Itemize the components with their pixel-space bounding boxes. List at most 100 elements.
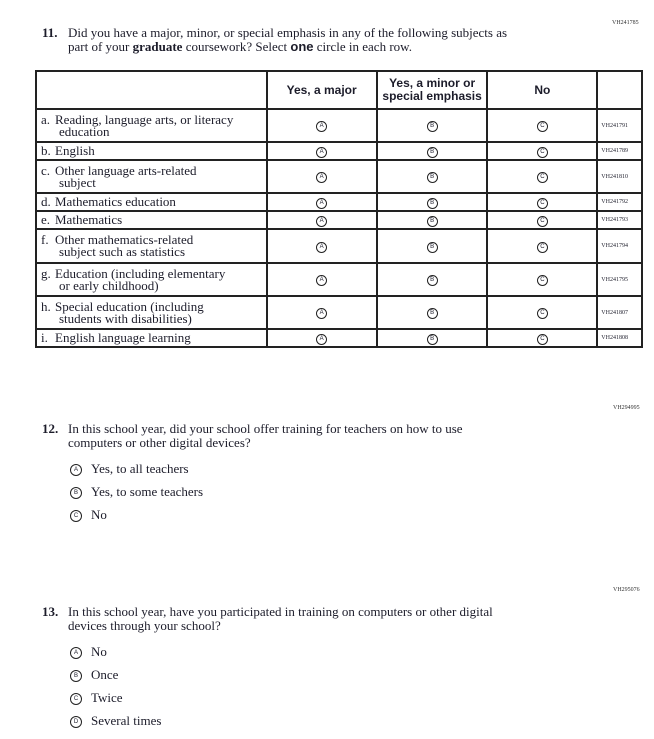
row-id: VH241795 — [596, 262, 643, 297]
row-letter: h. — [41, 298, 51, 314]
radio-bubble-c[interactable]: C — [536, 197, 548, 209]
radio-bubble-c[interactable]: C — [536, 146, 548, 158]
radio-bubble-b[interactable]: B — [426, 197, 438, 209]
radio-bubble-a[interactable]: A — [316, 172, 328, 184]
answer-option[interactable]: C No — [70, 507, 107, 523]
radio-bubble-a[interactable]: A — [316, 215, 328, 227]
row-letter: i. — [41, 330, 48, 345]
answer-cell: C — [486, 228, 599, 264]
row-label: h. Special education (including students w… — [35, 295, 268, 330]
radio-bubble-c[interactable]: C — [536, 172, 548, 184]
radio-bubble[interactable]: C — [70, 510, 82, 523]
answer-cell: C — [486, 262, 599, 297]
answer-cell: B — [375, 295, 489, 330]
question-13: 13. In this school year, have you partici… — [42, 605, 493, 633]
question-text: Did you have a major, minor, or special … — [68, 25, 508, 40]
radio-bubble[interactable]: A — [70, 647, 82, 660]
radio-bubble-b[interactable]: B — [426, 308, 438, 320]
answer-cell: A — [265, 141, 378, 161]
radio-bubble-b[interactable]: B — [426, 172, 438, 184]
row-text: Mathematics — [55, 212, 123, 227]
row-text: education — [59, 123, 110, 139]
row-label: b. English — [35, 141, 268, 161]
answer-cell: C — [486, 159, 599, 194]
radio-bubble-a[interactable]: A — [316, 275, 328, 287]
radio-bubble-b[interactable]: B — [426, 146, 438, 158]
row-letter: g. — [41, 265, 51, 281]
option-label: No — [91, 507, 107, 522]
answer-cell: C — [486, 328, 599, 348]
radio-bubble[interactable]: D — [70, 716, 82, 729]
emphasis-text: one — [290, 39, 314, 54]
radio-bubble-b[interactable]: B — [426, 275, 438, 287]
emphasis-text: graduate — [132, 39, 183, 54]
answer-cell: A — [265, 192, 378, 212]
header-minor: Yes, a minor or special emphasis — [375, 70, 489, 110]
question-11: 11. Did you have a major, minor, or speci… — [42, 26, 507, 54]
answer-cell: A — [265, 295, 378, 330]
row-text: subject — [59, 174, 96, 190]
radio-bubble-a[interactable]: A — [316, 308, 328, 320]
radio-bubble[interactable]: C — [70, 693, 82, 706]
question-id: VH241785 — [612, 20, 639, 26]
radio-bubble[interactable]: B — [70, 670, 82, 683]
row-id: VH241789 — [596, 141, 643, 161]
option-label: Several times — [91, 713, 162, 728]
header-id — [596, 70, 643, 110]
answer-cell: A — [265, 108, 378, 143]
radio-bubble-b[interactable]: B — [426, 241, 438, 253]
radio-bubble-b[interactable]: B — [426, 121, 438, 133]
radio-bubble[interactable]: B — [70, 487, 82, 500]
option-label: Twice — [91, 690, 123, 705]
answer-cell: C — [486, 210, 599, 230]
radio-bubble-c[interactable]: C — [536, 121, 548, 133]
answer-option[interactable]: D Several times — [70, 713, 161, 729]
radio-bubble-c[interactable]: C — [536, 333, 548, 345]
answer-cell: C — [486, 108, 599, 143]
answer-option[interactable]: B Once — [70, 667, 118, 683]
answer-option[interactable]: C Twice — [70, 690, 123, 706]
row-letter: d. — [41, 194, 51, 209]
radio-bubble-c[interactable]: C — [536, 241, 548, 253]
answer-option[interactable]: A No — [70, 644, 107, 660]
row-id: VH241810 — [596, 159, 643, 194]
row-text: or early childhood) — [59, 277, 159, 293]
answer-cell: A — [265, 228, 378, 264]
row-text: students with disabilities) — [59, 310, 192, 326]
question-text: In this school year, did your school off… — [68, 421, 463, 436]
row-text: subject such as statistics — [59, 244, 186, 259]
question-id: VH295076 — [613, 587, 640, 593]
radio-bubble-a[interactable]: A — [316, 146, 328, 158]
radio-bubble-a[interactable]: A — [316, 197, 328, 209]
question-12: 12. In this school year, did your school … — [42, 422, 463, 450]
question-text: coursework? Select — [182, 39, 291, 54]
option-label: Yes, to some teachers — [91, 484, 204, 499]
answer-cell: B — [375, 262, 489, 297]
grid-row: a. Reading, language arts, or literacy edu… — [35, 108, 643, 143]
row-text: Special education (including — [55, 298, 204, 314]
row-id: VH241793 — [596, 210, 643, 230]
radio-bubble-a[interactable]: A — [316, 121, 328, 133]
radio-bubble-c[interactable]: C — [536, 215, 548, 227]
radio-bubble-c[interactable]: C — [536, 308, 548, 320]
radio-bubble[interactable]: A — [70, 464, 82, 477]
row-label: f. Other mathematics-related subject such … — [35, 228, 268, 264]
row-letter: e. — [41, 212, 51, 227]
answer-cell: C — [486, 295, 599, 330]
row-text: Reading, language arts, or literacy — [55, 111, 234, 127]
radio-bubble-a[interactable]: A — [316, 333, 328, 345]
answer-cell: A — [265, 210, 378, 230]
radio-bubble-b[interactable]: B — [426, 215, 438, 227]
question-text: circle in each row. — [313, 39, 412, 54]
option-label: No — [91, 644, 107, 659]
radio-bubble-a[interactable]: A — [316, 241, 328, 253]
grid-row: c. Other language arts-related subject A B C V… — [35, 159, 643, 194]
row-letter: c. — [41, 162, 51, 178]
radio-bubble-c[interactable]: C — [536, 275, 548, 287]
radio-bubble-b[interactable]: B — [426, 333, 438, 345]
answer-option[interactable]: A Yes, to all teachers — [70, 461, 189, 477]
question-text: In this school year, have you participat… — [68, 604, 493, 619]
answer-option[interactable]: B Yes, to some teachers — [70, 484, 203, 500]
option-label: Once — [91, 667, 119, 682]
